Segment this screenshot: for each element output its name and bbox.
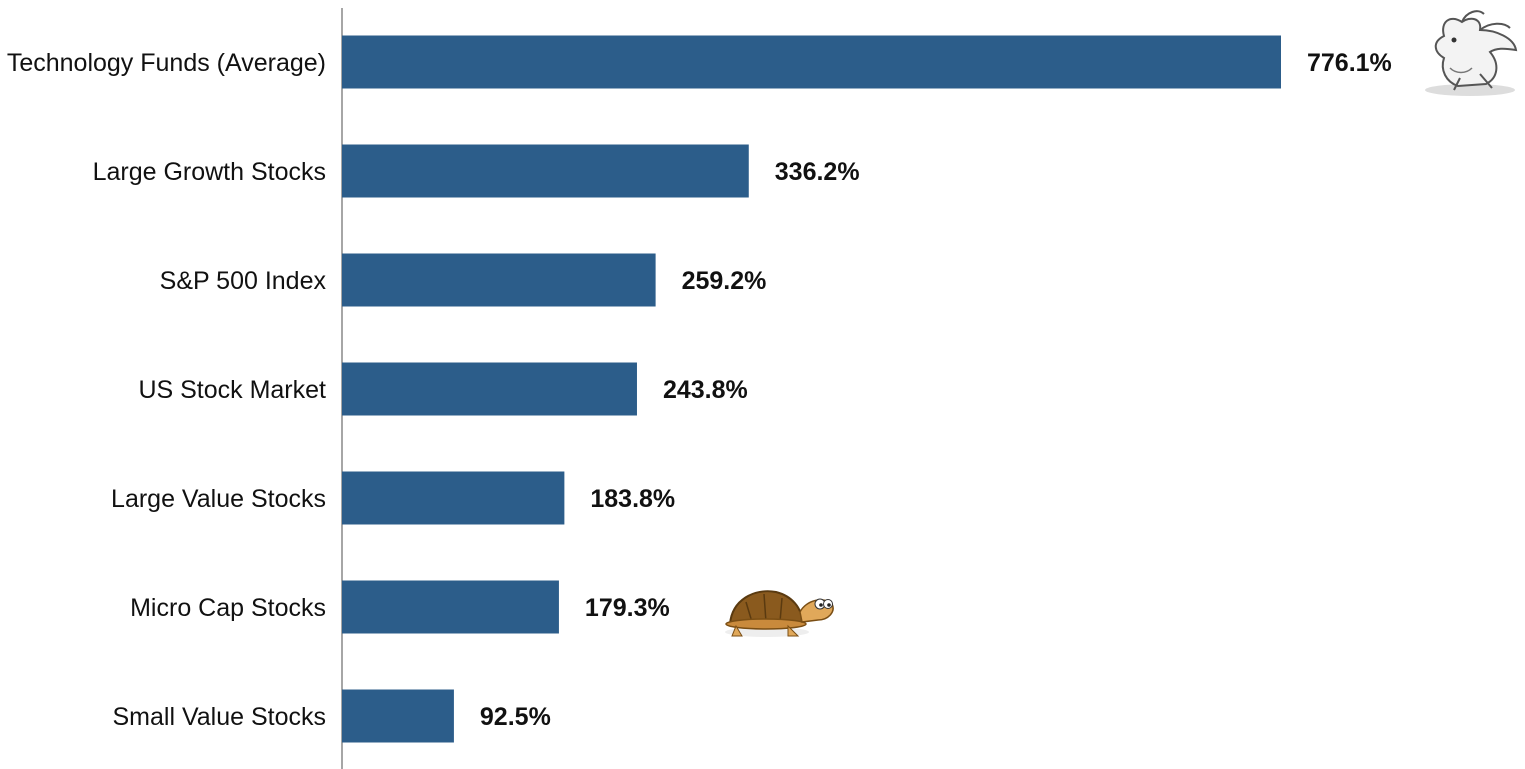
bar [342,689,454,743]
turtle-icon [725,590,834,637]
bar [342,35,1281,89]
data-label: 183.8% [590,485,675,513]
rabbit-icon [1425,10,1518,96]
bar [342,362,637,416]
data-label: 336.2% [775,158,860,186]
category-label: Micro Cap Stocks [130,594,326,622]
bar [342,471,565,525]
category-label: Technology Funds (Average) [7,49,326,77]
category-label: Large Value Stocks [111,485,326,513]
category-label: Large Growth Stocks [93,158,326,186]
data-label: 92.5% [480,703,551,731]
data-label: 259.2% [682,267,767,295]
data-label: 179.3% [585,594,670,622]
category-label: S&P 500 Index [160,267,327,295]
data-label: 776.1% [1307,49,1392,77]
bar [342,144,749,198]
bar [342,253,656,307]
bars-layer: Technology Funds (Average) 776.1% Large Gr… [7,35,1392,743]
category-label: US Stock Market [138,376,326,404]
bar [342,580,559,634]
data-label: 243.8% [663,376,748,404]
category-label: Small Value Stocks [112,703,326,731]
